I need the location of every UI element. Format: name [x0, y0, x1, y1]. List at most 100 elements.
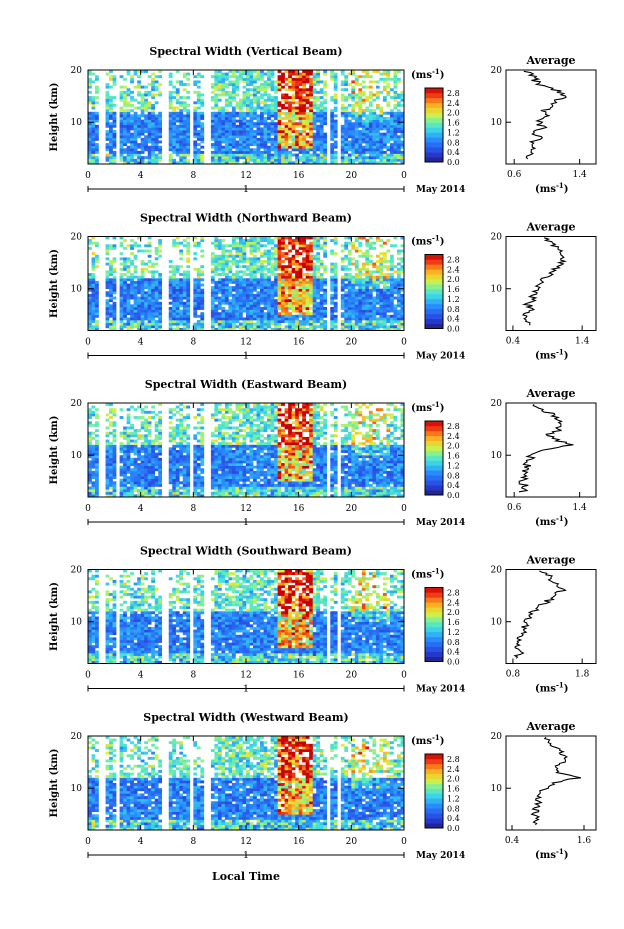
heatmap-cell [361, 122, 366, 126]
heatmap-cell [316, 286, 321, 290]
heatmap-cell [389, 293, 394, 297]
heatmap-cell [112, 296, 117, 300]
heatmap-cell [200, 239, 205, 243]
heatmap-cell [231, 260, 236, 263]
heatmap-cell [274, 90, 278, 94]
heatmap-cell [88, 156, 92, 160]
heatmap-cell [172, 265, 177, 269]
heatmap-cell [382, 301, 387, 305]
heatmap-cell [144, 478, 148, 482]
heatmap-cell [368, 111, 373, 115]
heatmap-cell [344, 241, 349, 245]
heatmap-cell [302, 307, 306, 310]
heatmap-cell [235, 291, 240, 295]
heatmap-cell [217, 286, 222, 290]
heatmap-cell [200, 127, 205, 131]
heatmap-cell [158, 93, 163, 97]
heatmap-cell [196, 80, 201, 84]
heatmap-cell [309, 103, 314, 107]
heatmap-cell [168, 98, 173, 102]
heatmap-cell [305, 260, 310, 263]
heatmap-cell [126, 140, 131, 144]
heatmap-cell [270, 314, 275, 318]
heatmap-cell [309, 101, 314, 105]
heatmap-cell [182, 101, 187, 105]
heatmap-cell [137, 478, 141, 482]
heatmap-cell [235, 111, 240, 115]
heatmap-cell [168, 286, 173, 290]
heatmap-cell [393, 103, 398, 107]
heatmap-cell [119, 491, 124, 495]
heatmap-cell [365, 317, 370, 321]
heatmap-cell [368, 140, 373, 144]
heatmap-cell [316, 267, 321, 271]
heatmap-cell [175, 244, 180, 248]
heatmap-cell [323, 280, 328, 284]
heatmap-cell [291, 241, 296, 245]
heatmap-cell [95, 254, 99, 258]
heatmap-cell [147, 486, 152, 490]
heatmap-cell [210, 96, 215, 100]
heatmap-cell [179, 124, 184, 128]
heatmap-cell [137, 249, 141, 253]
heatmap-cell [224, 312, 229, 316]
heatmap-cell [210, 132, 215, 136]
heatmap-cell [382, 312, 387, 316]
heatmap-cell [130, 426, 134, 430]
heatmap-cell [238, 239, 243, 243]
heatmap-cell [200, 111, 205, 115]
heatmap-cell [347, 299, 352, 303]
heatmap-cell [295, 96, 299, 100]
heatmap-cell [277, 117, 282, 120]
heatmap-cell [333, 275, 338, 279]
heatmap-cell [368, 244, 373, 248]
heatmap-cell [109, 410, 113, 414]
heatmap-cell [305, 286, 310, 290]
heatmap-cell [288, 304, 292, 308]
heatmap-cell [242, 103, 247, 107]
heatmap-cell [140, 314, 145, 318]
heatmap-cell [147, 312, 152, 316]
heatmap-cell [151, 80, 156, 84]
heatmap-cell [284, 135, 289, 139]
heatmap-cell [365, 260, 370, 263]
heatmap-cell [158, 301, 163, 305]
heatmap-cell [305, 262, 310, 266]
heatmap-cell [242, 150, 247, 154]
heatmap-cell [319, 96, 324, 100]
heatmap-cell [305, 246, 310, 250]
heatmap-cell [95, 320, 99, 323]
heatmap-cell [140, 312, 145, 316]
heatmap-cell [358, 119, 363, 123]
heatmap-cell [309, 109, 314, 113]
heatmap-cell [140, 98, 145, 102]
heatmap-cell [217, 88, 222, 92]
heatmap-cell [144, 122, 148, 126]
heatmap-cell [365, 309, 370, 313]
heatmap-cell [137, 153, 141, 157]
heatmap-cell [347, 262, 352, 266]
heatmap-cell [130, 114, 134, 118]
heatmap-cell [158, 158, 163, 162]
heatmap-cell [91, 241, 96, 245]
heatmap-cell [330, 317, 335, 321]
heatmap-cell [333, 96, 338, 100]
heatmap-cell [105, 301, 110, 305]
heatmap-cell [238, 70, 243, 73]
heatmap-cell [217, 265, 222, 269]
heatmap-cell [246, 267, 250, 271]
heatmap-cell [109, 327, 113, 331]
heatmap-cell [291, 307, 296, 310]
heatmap-cell [182, 288, 187, 292]
heatmap-cell [316, 278, 321, 282]
heatmap-cell [196, 283, 201, 287]
heatmap-cell [154, 75, 159, 79]
heatmap-cell [256, 265, 261, 269]
heatmap-cell [312, 236, 317, 240]
heatmap-cell [105, 252, 110, 256]
heatmap-cell [302, 280, 306, 284]
heatmap-cell [123, 491, 127, 495]
heatmap-cell [400, 296, 405, 300]
heatmap-cell [144, 491, 148, 495]
heatmap-cell [228, 322, 233, 326]
